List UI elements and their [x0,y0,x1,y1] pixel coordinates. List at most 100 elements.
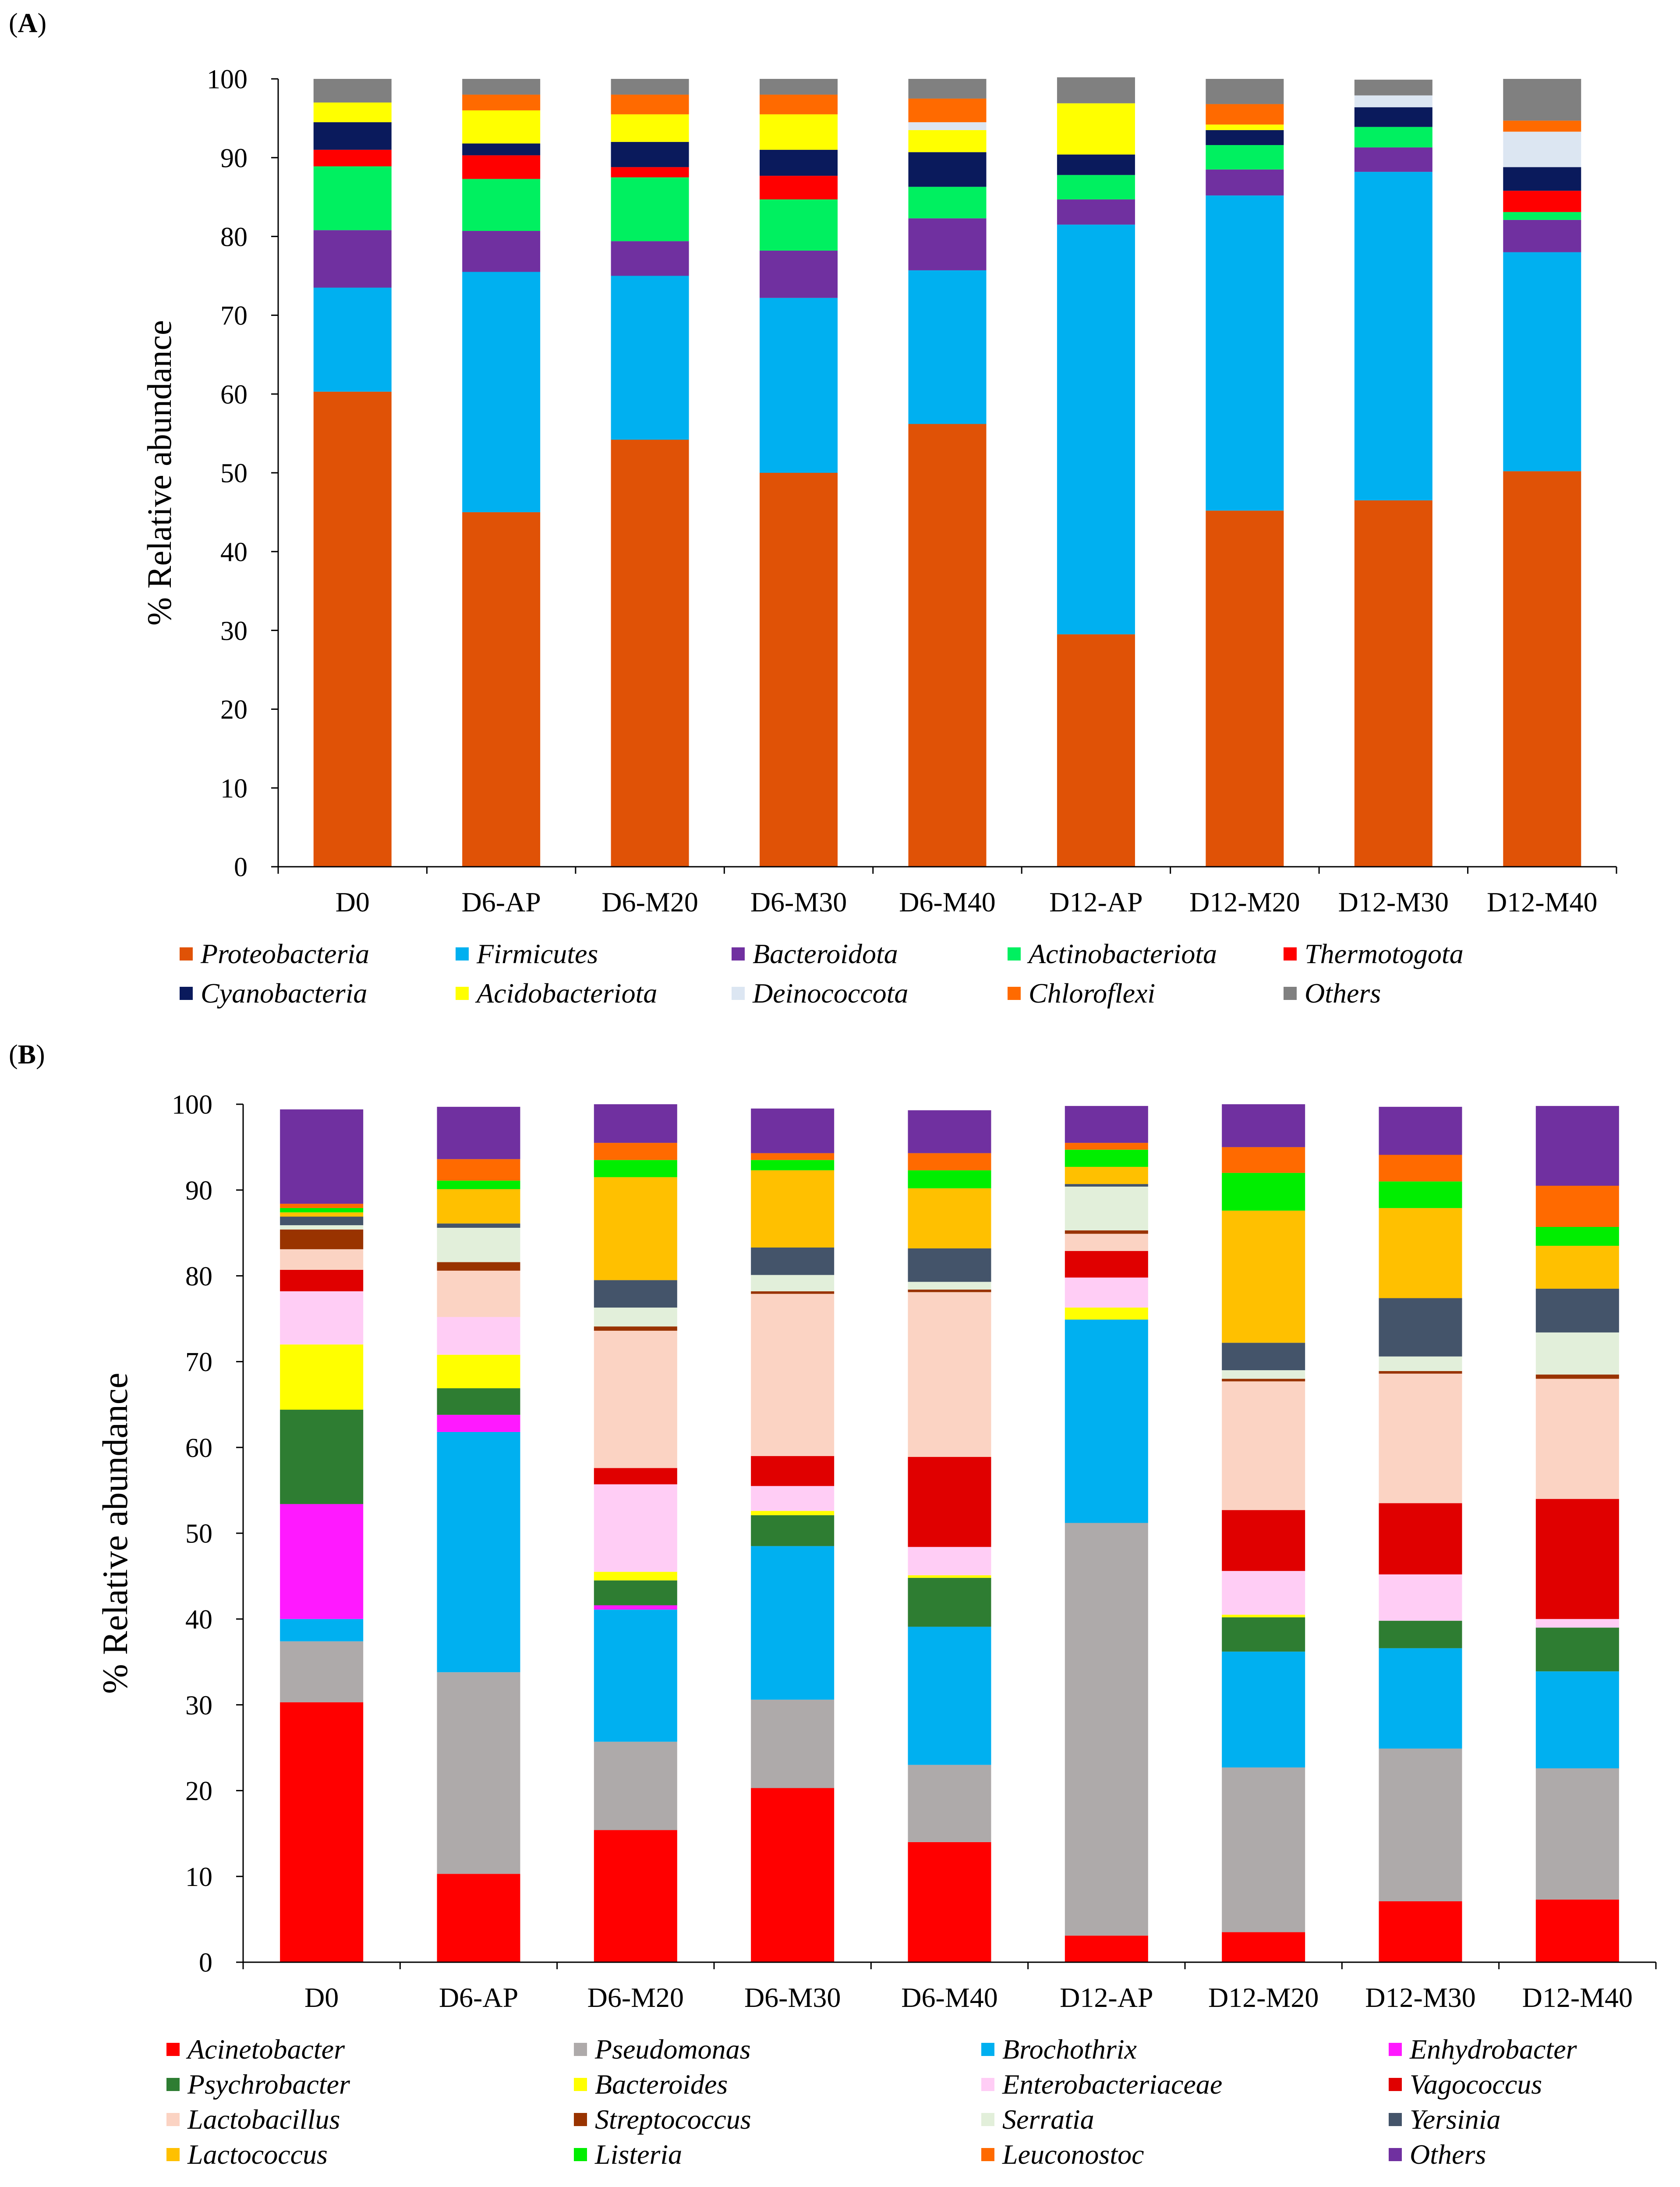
bar-segment-firmicutes-d6-m30 [760,298,838,473]
bar-segment-cyanobacteria-d0 [313,122,392,150]
bar-segment-enhydrobacter-d0 [280,1504,364,1619]
chart-a: D0 D6-AP D6-M20 D6-M30 D6-M40 D12-AP D12-M20 D1… [140,65,1617,918]
bar-segment-acidobacteriota-d6-ap [462,110,541,144]
legend-label: Acinetobacter [187,2034,345,2065]
bar-segment-bacteroidota-d6-m30 [760,250,838,298]
bar-segment-firmicutes-d12-m30 [1354,172,1432,500]
legend-swatch-lactobacillus [166,2113,180,2126]
legend-swatch-brochothrix [981,2043,994,2056]
bar-segment-firmicutes-d12-ap [1057,224,1135,634]
bar-segment-brochothrix-d6-m30 [751,1546,835,1700]
bar-segment-vagococcus-d6-m40 [908,1457,991,1547]
bar-segment-enterobacteriaceae-d12-m20 [1222,1571,1305,1615]
y-tick-label-60: 60 [220,380,248,410]
bar-segment-streptococcus-d6-m30 [751,1291,835,1294]
bar-segment-brochothrix-d12-m40 [1535,1671,1619,1769]
bar-segment-pseudomonas-d6-m20 [594,1741,677,1830]
bar-segment-actinobacteriota-d6-m40 [908,187,987,219]
bar-segment-enterobacteriaceae-d6-m30 [751,1486,835,1511]
x-tick-label-d6-m30: D6-M30 [750,886,847,918]
x-tick-label-d6-m20: D6-M20 [587,1982,684,2013]
legend-label: Bacteroides [595,2069,728,2100]
bar-segment-lactobacillus-d0 [280,1249,364,1270]
bar-segment-vagococcus-d12-m40 [1535,1499,1619,1619]
bar-segment-vagococcus-d0 [280,1269,364,1291]
bar-segment-psychrobacter-d6-m30 [751,1515,835,1546]
bar-segment-others-d12-m40 [1535,1106,1619,1186]
bar-segment-proteobacteria-d12-m20 [1206,510,1284,867]
bar-segment-yersinia-d6-m40 [908,1248,991,1282]
legend-item-others: Others [1284,977,1381,1010]
legend-item-firmicutes: Firmicutes [456,938,598,970]
y-tick-label-60: 60 [185,1433,212,1463]
legend-label: Brochothrix [1002,2034,1137,2065]
legend-item-streptococcus: Streptococcus [574,2103,751,2136]
bar-segment-enterobacteriaceae-d12-m30 [1379,1574,1462,1621]
panel-label-a: (A) [9,8,47,38]
bar-segment-chloroflexi-d12-m40 [1503,121,1581,132]
x-tick-label-d12-ap: D12-AP [1060,1982,1153,2013]
bar-segment-lactococcus-d6-m40 [908,1188,991,1248]
y-axis-label: % Relative abundance [95,1372,135,1694]
legend-label: Others [1305,978,1381,1009]
bar-segment-serratia-d6-m30 [751,1275,835,1291]
legend-label: Firmicutes [477,938,598,969]
bar-segment-vagococcus-d12-m30 [1379,1503,1462,1574]
bar-segment-cyanobacteria-d6-m30 [760,149,838,176]
bar-segment-lactobacillus-d12-m40 [1535,1379,1619,1499]
legend-swatch-yersinia [1389,2113,1402,2126]
legend-item-bacteroidota: Bacteroidota [732,938,898,970]
bar-segment-pseudomonas-d6-m40 [908,1765,991,1842]
bar-segment-proteobacteria-d12-m30 [1354,500,1432,867]
legend-label: Psychrobacter [187,2069,350,2100]
bar-segment-leuconostoc-d12-m40 [1535,1186,1619,1227]
bar-segment-yersinia-d6-m30 [751,1247,835,1275]
legend-label: Serratia [1002,2104,1094,2135]
bar-segment-others-d6-m20 [594,1104,677,1143]
bar-segment-brochothrix-d6-m40 [908,1627,991,1765]
bar-segment-acidobacteriota-d12-ap [1057,103,1135,155]
legend-label: Streptococcus [595,2104,751,2135]
bar-segment-brochothrix-d12-m30 [1379,1648,1462,1749]
bar-segment-pseudomonas-d12-m30 [1379,1748,1462,1901]
bar-segment-thermotogota-d6-m30 [760,176,838,200]
bar-segment-psychrobacter-d12-m20 [1222,1617,1305,1652]
y-tick-label-90: 90 [220,144,248,174]
bar-segment-serratia-d12-m30 [1379,1356,1462,1371]
bar-segment-chloroflexi-d6-ap [462,94,541,110]
y-tick-label-80: 80 [185,1262,212,1291]
bar-segment-acidobacteriota-d12-m20 [1206,124,1284,130]
legend-swatch-deinococcota [732,987,745,1000]
panel-label-b: (B) [9,1040,45,1070]
bar-segment-deinococcota-d12-m40 [1503,131,1581,167]
y-tick-label-20: 20 [185,1776,212,1806]
bar-segment-psychrobacter-d6-m20 [594,1580,677,1606]
bar-segment-bacteroides-d6-m30 [751,1511,835,1515]
bar-segment-lactobacillus-d6-m40 [908,1292,991,1457]
x-tick-label-d12-m40: D12-M40 [1522,1982,1633,2013]
bar-segment-enterobacteriaceae-d0 [280,1291,364,1345]
bar-segment-enterobacteriaceae-d6-m40 [908,1547,991,1575]
y-tick-label-0: 0 [199,1948,212,1978]
bar-segment-psychrobacter-d12-m30 [1379,1620,1462,1648]
bar-segment-brochothrix-d12-m20 [1222,1652,1305,1768]
bar-segment-psychrobacter-d6-ap [437,1388,520,1415]
bar-segment-yersinia-d6-m20 [594,1280,677,1308]
bar-segment-listeria-d12-m30 [1379,1181,1462,1208]
bar-segment-actinobacteriota-d12-m40 [1503,212,1581,220]
bar-segment-leuconostoc-d6-m40 [908,1153,991,1170]
bar-segment-yersinia-d12-m30 [1379,1298,1462,1357]
legend-label: Thermotogota [1305,938,1464,969]
bar-segment-acinetobacter-d12-ap [1065,1935,1148,1962]
bar-segment-deinococcota-d12-m30 [1354,95,1432,107]
bar-segment-deinococcota-d6-m40 [908,122,987,130]
legend-swatch-acinetobacter [166,2043,180,2056]
legend-swatch-streptococcus [574,2113,587,2126]
bar-segment-leuconostoc-d12-ap [1065,1143,1148,1150]
bar-segment-lactococcus-d12-m40 [1535,1246,1619,1289]
y-tick-label-70: 70 [220,301,248,331]
bar-segment-pseudomonas-d0 [280,1641,364,1702]
bar-segment-pseudomonas-d6-ap [437,1672,520,1874]
bar-segment-yersinia-d12-ap [1065,1184,1148,1187]
bar-segment-acinetobacter-d12-m40 [1535,1900,1619,1962]
